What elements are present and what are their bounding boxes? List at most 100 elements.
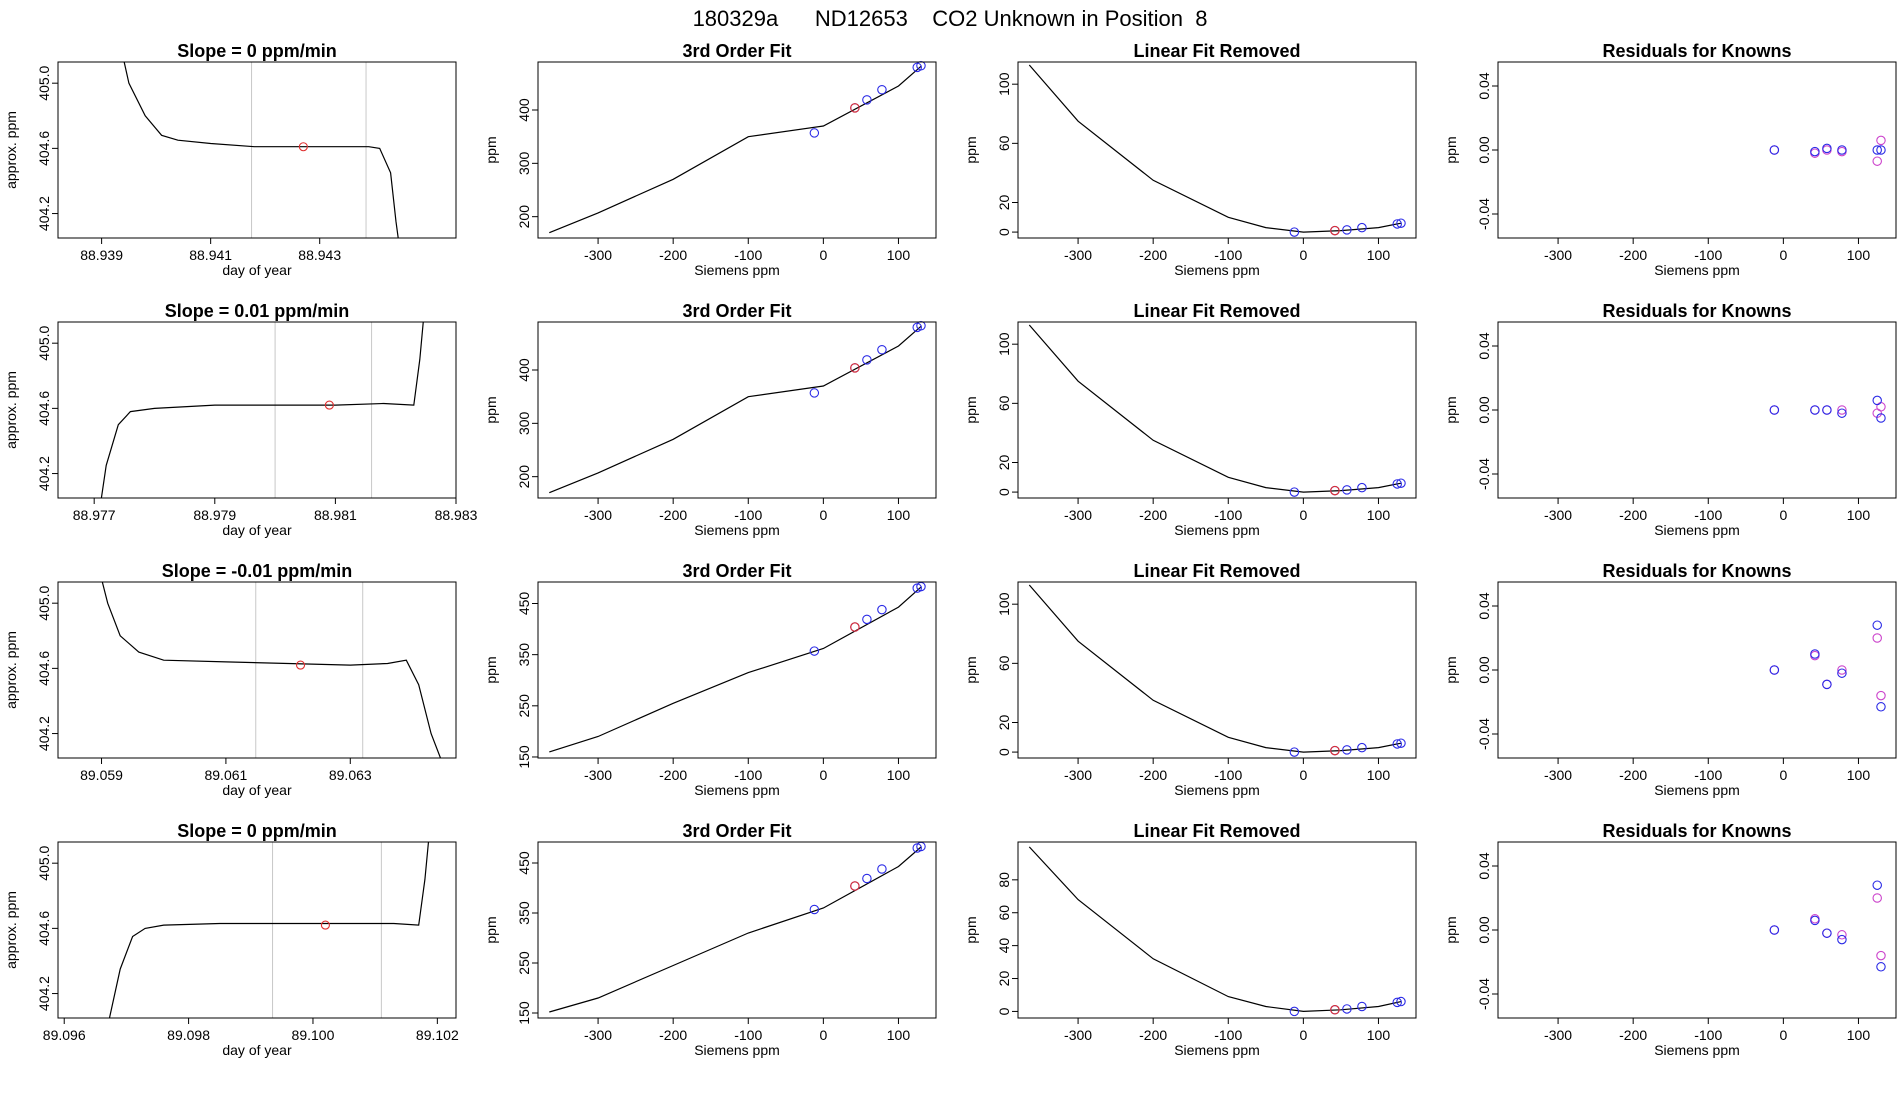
y-tick-label: 400 xyxy=(516,358,532,382)
x-tick-label: -300 xyxy=(1544,767,1572,783)
x-tick-label: -100 xyxy=(1694,507,1722,523)
y-tick-label: -0.04 xyxy=(1476,978,1492,1010)
plot-frame xyxy=(1497,61,1897,239)
known-point xyxy=(862,614,872,625)
y-tick-label: 20 xyxy=(996,195,1012,211)
y-tick-label: 20 xyxy=(996,715,1012,731)
y-tick-label: 150 xyxy=(516,745,532,769)
x-tick-label: -200 xyxy=(659,1027,687,1043)
y-axis-label: approx. ppm xyxy=(3,111,19,189)
y-tick-label: 0.00 xyxy=(1476,916,1492,943)
y-axis-label: ppm xyxy=(1443,136,1459,163)
x-tick-label: 100 xyxy=(1367,247,1391,263)
x-tick-label: 88.979 xyxy=(193,507,236,523)
y-tick-label: 20 xyxy=(996,455,1012,471)
known-point xyxy=(1289,227,1300,237)
y-tick-label: 400 xyxy=(516,98,532,122)
y-tick-label: 80 xyxy=(996,872,1012,888)
known-point xyxy=(877,604,887,615)
x-tick-label: -200 xyxy=(1139,767,1167,783)
x-tick-label: -300 xyxy=(1064,247,1092,263)
panel-2-0: Slope = -0.01 ppm/min 89.059 89.061 89.063 4… xyxy=(3,561,457,798)
x-tick-label: 89.061 xyxy=(204,767,247,783)
panel-title: Slope = 0 ppm/min xyxy=(177,41,337,61)
y-tick-label: 0.00 xyxy=(1476,656,1492,683)
known-point xyxy=(1289,1006,1300,1017)
y-tick-label: 404.6 xyxy=(36,391,52,426)
known-point xyxy=(809,646,820,656)
residual-point-blue xyxy=(1872,395,1882,406)
plot-frame xyxy=(57,61,457,239)
x-axis-label: Siemens ppm xyxy=(1174,522,1260,538)
x-tick-label: -200 xyxy=(659,247,687,263)
x-tick-label: 89.102 xyxy=(416,1027,459,1043)
x-tick-label: -300 xyxy=(1064,1027,1092,1043)
panel-title: 3rd Order Fit xyxy=(682,821,791,841)
y-axis-label: ppm xyxy=(483,916,499,943)
known-point xyxy=(809,388,820,398)
known-point xyxy=(877,344,887,355)
panel-title: Linear Fit Removed xyxy=(1133,41,1300,61)
y-tick-label: 100 xyxy=(996,332,1012,356)
y-tick-label: 250 xyxy=(516,694,532,718)
plot-frame xyxy=(1017,61,1417,239)
y-tick-label: 0 xyxy=(996,748,1012,756)
x-axis-label: Siemens ppm xyxy=(1654,522,1740,538)
y-axis-label: ppm xyxy=(963,136,979,163)
residual-point-blue xyxy=(1876,145,1886,155)
unknown-point xyxy=(298,142,308,152)
y-tick-label: 60 xyxy=(996,395,1012,411)
x-tick-label: -100 xyxy=(734,247,762,263)
panel-1-0: Slope = 0.01 ppm/min 88.977 88.979 88.981 88… xyxy=(3,301,478,538)
panel-1-3: Residuals for Knowns -300 -200 -100 0 100 -0.0… xyxy=(1443,301,1897,538)
series-line xyxy=(100,322,424,498)
residual-point-blue xyxy=(1822,679,1832,690)
y-tick-label: 405.0 xyxy=(36,845,52,880)
x-axis-label: Siemens ppm xyxy=(1654,262,1740,278)
known-point xyxy=(1396,218,1406,228)
x-tick-label: 89.096 xyxy=(43,1027,86,1043)
residual-point-blue xyxy=(1837,408,1847,418)
x-tick-label: 100 xyxy=(1367,767,1391,783)
y-tick-label: 0.04 xyxy=(1476,852,1492,879)
x-tick-label: -300 xyxy=(584,767,612,783)
x-tick-label: 100 xyxy=(887,247,911,263)
plot-frame xyxy=(1017,841,1417,1019)
x-tick-label: -300 xyxy=(584,1027,612,1043)
known-point xyxy=(862,355,872,365)
panel-title: Residuals for Knowns xyxy=(1602,821,1791,841)
residual-point-blue xyxy=(1769,145,1780,155)
panel-title: Slope = 0.01 ppm/min xyxy=(165,301,350,321)
plot-frame xyxy=(57,321,457,499)
known-point xyxy=(1357,742,1367,753)
x-tick-label: 100 xyxy=(1847,767,1871,783)
residual-point-magenta xyxy=(1872,893,1882,903)
x-tick-label: 0 xyxy=(819,767,827,783)
residual-point-blue xyxy=(1769,665,1780,675)
panel-0-2: Linear Fit Removed -300 -200 -100 0 100 0 20 60 1… xyxy=(963,41,1417,278)
x-tick-label: 0 xyxy=(1779,767,1787,783)
residual-point-blue xyxy=(1837,668,1847,678)
panel-3-1: 3rd Order Fit -300 -200 -100 0 100 150 250 350 45… xyxy=(483,821,937,1058)
series-line xyxy=(101,582,442,758)
series-line xyxy=(1028,584,1402,753)
residual-point-blue xyxy=(1822,143,1832,154)
x-tick-label: 100 xyxy=(1847,1027,1871,1043)
x-tick-label: -300 xyxy=(1544,1027,1572,1043)
x-axis-label: Siemens ppm xyxy=(694,1042,780,1058)
panel-1-2: Linear Fit Removed -300 -200 -100 0 100 0 20 60 1… xyxy=(963,301,1417,538)
y-axis-label: ppm xyxy=(483,136,499,163)
series-line xyxy=(123,62,399,238)
residual-point-blue xyxy=(1876,413,1886,423)
panel-title: 3rd Order Fit xyxy=(682,41,791,61)
panel-0-3: Residuals for Knowns -300 -200 -100 0 100 -0.0… xyxy=(1443,41,1897,278)
panel-title: Slope = 0 ppm/min xyxy=(177,821,337,841)
residual-point-magenta xyxy=(1837,405,1847,415)
panel-1-1: 3rd Order Fit -300 -200 -100 0 100 200 300 400 Si… xyxy=(483,301,937,538)
x-tick-label: -300 xyxy=(1544,247,1572,263)
residual-point-blue xyxy=(1837,934,1847,945)
known-point xyxy=(862,95,872,105)
panel-title: Residuals for Knowns xyxy=(1602,561,1791,581)
known-point xyxy=(1342,485,1352,495)
y-tick-label: 350 xyxy=(516,643,532,667)
